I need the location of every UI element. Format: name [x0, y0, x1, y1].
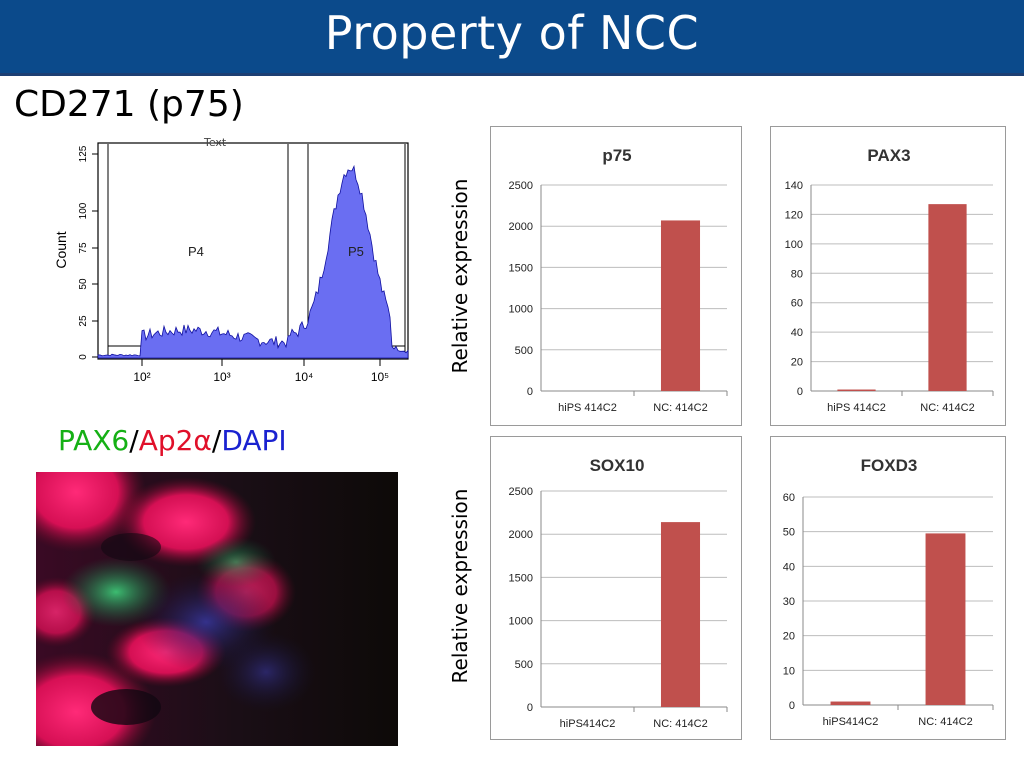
y-tick-label: 1500 — [509, 572, 533, 584]
y-tick-label: 1000 — [509, 616, 533, 628]
chart-title: SOX10 — [590, 456, 645, 475]
flow-y-ticks: 0 25 50 75 100 125 — [78, 145, 98, 360]
flow-ylabel: Count — [53, 231, 69, 268]
chart-foxd3: FOXD3 0 10 20 30 40 50 60 hiPS414C2 NC: 414C2 — [770, 436, 1006, 740]
y-tick-label: 10 — [783, 665, 795, 677]
y-tick-label: 20 — [783, 631, 795, 643]
bar — [925, 533, 966, 705]
x-tick-label: NC: 414C2 — [653, 718, 707, 730]
flow-y-tick-label: 100 — [78, 202, 89, 219]
flow-x-tick-label: 10⁴ — [295, 370, 314, 384]
y-tick-label: 2500 — [509, 180, 533, 192]
flow-histogram: Text P4 P5 Count 0 25 50 75 100 125 10² 10³ 10⁴… — [50, 136, 420, 388]
y-axis-title-top: Relative expression — [448, 178, 472, 374]
y-tick-label: 100 — [785, 239, 803, 251]
y-tick-label: 2000 — [509, 221, 533, 233]
y-tick-label: 30 — [783, 596, 795, 608]
y-tick-label: 2000 — [509, 529, 533, 541]
y-tick-label: 0 — [789, 700, 795, 712]
x-tick-label: NC: 414C2 — [918, 716, 972, 728]
stain-separator: / — [129, 424, 139, 457]
flow-y-tick-label: 125 — [78, 145, 89, 162]
chart-title: FOXD3 — [861, 456, 918, 475]
cd271-label: CD271 (p75) — [14, 84, 244, 125]
chart-title: p75 — [602, 146, 631, 165]
flow-y-tick-label: 75 — [78, 242, 89, 254]
y-tick-label: 40 — [783, 561, 795, 573]
y-tick-label: 0 — [527, 386, 533, 398]
x-tick-label: hiPS414C2 — [823, 716, 879, 728]
y-tick-label: 50 — [783, 527, 795, 539]
stain-label: PAX6/Ap2α/DAPI — [58, 424, 287, 457]
flow-y-tick-label: 0 — [78, 354, 89, 360]
bar — [928, 204, 967, 391]
flow-top-text: Text — [203, 138, 227, 149]
y-tick-label: 500 — [515, 659, 533, 671]
y-tick-label: 0 — [527, 702, 533, 714]
y-tick-label: 60 — [791, 298, 803, 310]
y-tick-label: 0 — [797, 386, 803, 398]
stain-dapi: DAPI — [221, 424, 287, 457]
slide-title: Property of NCC — [324, 6, 700, 60]
y-tick-label: 80 — [791, 268, 803, 280]
x-tick-label: hiPS 414C2 — [558, 402, 617, 414]
y-tick-label: 1000 — [509, 304, 533, 316]
y-tick-label: 500 — [515, 345, 533, 357]
y-tick-label: 120 — [785, 209, 803, 221]
flow-x-ticks: 10² 10³ 10⁴ 10⁵ — [133, 359, 389, 384]
y-tick-label: 20 — [791, 357, 803, 369]
flow-x-tick-label: 10³ — [213, 370, 230, 384]
flow-x-tick-label: 10² — [133, 370, 150, 384]
bar — [837, 389, 876, 391]
x-tick-label: hiPS 414C2 — [827, 402, 886, 414]
gate-p5-label: P5 — [348, 244, 364, 259]
x-tick-label: NC: 414C2 — [920, 402, 974, 414]
stain-pax6: PAX6 — [58, 424, 130, 457]
fluorescence-micrograph — [0, 432, 398, 768]
y-axis-title-bottom: Relative expression — [448, 488, 472, 684]
x-tick-label: NC: 414C2 — [653, 402, 707, 414]
y-tick-label: 1500 — [509, 262, 533, 274]
histogram-area — [97, 164, 409, 359]
chart-title: PAX3 — [867, 146, 910, 165]
flow-y-tick-label: 50 — [78, 278, 89, 290]
flow-y-tick-label: 25 — [78, 315, 89, 327]
bar — [660, 522, 701, 707]
bar — [660, 220, 701, 391]
gate-p4-label: P4 — [188, 244, 204, 259]
y-tick-label: 40 — [791, 327, 803, 339]
chart-p75: p75 0 500 1000 1500 2000 2500 hiPS 414C2 NC: 414… — [490, 126, 742, 426]
stain-ap2a: Ap2α — [138, 424, 212, 457]
stain-separator: / — [211, 424, 222, 457]
flow-x-tick-label: 10⁵ — [371, 370, 389, 384]
x-tick-label: hiPS414C2 — [560, 718, 616, 730]
title-bar: Property of NCC — [0, 0, 1024, 76]
chart-pax3: PAX3 0 20 40 60 80 100 120 140 hiPS 414C2 NC: 414C… — [770, 126, 1006, 426]
chart-sox10: SOX10 0 500 1000 1500 2000 2500 hiPS414C2 NC: 41… — [490, 436, 742, 740]
y-tick-label: 60 — [783, 492, 795, 504]
y-tick-label: 2500 — [509, 486, 533, 498]
y-tick-label: 140 — [785, 180, 803, 192]
bar — [830, 701, 871, 705]
